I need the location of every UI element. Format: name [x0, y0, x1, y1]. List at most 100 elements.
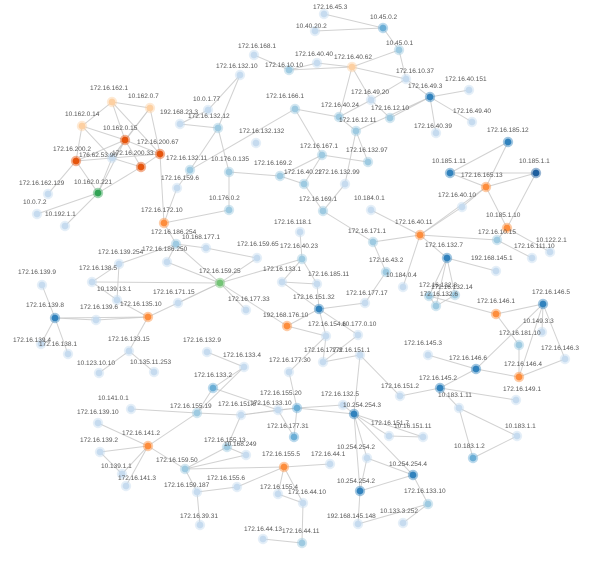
- graph-node[interactable]: [235, 409, 247, 421]
- graph-node[interactable]: [35, 338, 47, 350]
- graph-node[interactable]: [397, 517, 409, 529]
- graph-node[interactable]: [502, 136, 514, 148]
- graph-node[interactable]: [212, 122, 224, 134]
- graph-node[interactable]: [441, 252, 453, 264]
- graph-node[interactable]: [144, 102, 156, 114]
- graph-node[interactable]: [311, 57, 323, 69]
- graph-node[interactable]: [463, 84, 475, 96]
- graph-node[interactable]: [148, 366, 160, 378]
- graph-node[interactable]: [444, 167, 456, 179]
- graph-node[interactable]: [384, 112, 396, 124]
- graph-node[interactable]: [526, 252, 538, 264]
- graph-node[interactable]: [317, 356, 329, 368]
- graph-node[interactable]: [354, 349, 366, 361]
- graph-node[interactable]: [184, 164, 196, 176]
- graph-node[interactable]: [94, 446, 106, 458]
- graph-node[interactable]: [59, 220, 71, 232]
- graph-node[interactable]: [313, 303, 325, 315]
- graph-node[interactable]: [31, 208, 43, 220]
- graph-node[interactable]: [501, 222, 513, 234]
- graph-node[interactable]: [251, 252, 263, 264]
- graph-node[interactable]: [456, 201, 468, 213]
- graph-node[interactable]: [367, 236, 379, 248]
- graph-node[interactable]: [309, 25, 321, 37]
- graph-node[interactable]: [174, 118, 186, 130]
- graph-node[interactable]: [348, 408, 360, 420]
- graph-node[interactable]: [449, 289, 461, 301]
- graph-node[interactable]: [361, 452, 373, 464]
- graph-node[interactable]: [316, 149, 328, 161]
- graph-node[interactable]: [430, 127, 442, 139]
- graph-node[interactable]: [491, 234, 503, 246]
- graph-node[interactable]: [36, 279, 48, 291]
- graph-node[interactable]: [417, 431, 429, 443]
- graph-node[interactable]: [42, 188, 54, 200]
- graph-node[interactable]: [480, 181, 492, 193]
- graph-node[interactable]: [466, 116, 478, 128]
- graph-node[interactable]: [559, 353, 571, 365]
- graph-node[interactable]: [297, 497, 309, 509]
- graph-node[interactable]: [283, 64, 295, 76]
- graph-node[interactable]: [536, 326, 548, 338]
- graph-node[interactable]: [318, 8, 330, 20]
- graph-node[interactable]: [467, 452, 479, 464]
- graph-node[interactable]: [453, 402, 465, 414]
- graph-node[interactable]: [158, 217, 170, 229]
- graph-node[interactable]: [324, 458, 336, 470]
- graph-node[interactable]: [289, 103, 301, 115]
- graph-node[interactable]: [116, 468, 128, 480]
- graph-node[interactable]: [119, 134, 131, 146]
- graph-node[interactable]: [281, 320, 293, 332]
- graph-node[interactable]: [92, 187, 104, 199]
- graph-node[interactable]: [272, 488, 284, 500]
- graph-node[interactable]: [339, 178, 351, 190]
- graph-node[interactable]: [359, 297, 371, 309]
- graph-node[interactable]: [537, 298, 549, 310]
- graph-node[interactable]: [274, 170, 286, 182]
- graph-node[interactable]: [352, 329, 364, 341]
- graph-node[interactable]: [380, 266, 392, 278]
- graph-node[interactable]: [250, 137, 262, 149]
- graph-node[interactable]: [125, 403, 137, 415]
- graph-node[interactable]: [223, 166, 235, 178]
- graph-node[interactable]: [510, 394, 522, 406]
- graph-node[interactable]: [400, 73, 412, 85]
- graph-node[interactable]: [317, 205, 329, 217]
- graph-node[interactable]: [201, 346, 213, 358]
- graph-node[interactable]: [194, 519, 206, 531]
- graph-node[interactable]: [311, 278, 323, 290]
- graph-node[interactable]: [511, 430, 523, 442]
- graph-node[interactable]: [377, 22, 389, 34]
- graph-node[interactable]: [171, 182, 183, 194]
- graph-node[interactable]: [424, 91, 436, 103]
- graph-node[interactable]: [191, 486, 203, 498]
- graph-node[interactable]: [113, 258, 125, 270]
- graph-node[interactable]: [530, 167, 542, 179]
- graph-node[interactable]: [179, 463, 191, 475]
- graph-node[interactable]: [365, 204, 377, 216]
- graph-node[interactable]: [207, 382, 219, 394]
- graph-node[interactable]: [490, 308, 502, 320]
- graph-node[interactable]: [393, 44, 405, 56]
- graph-node[interactable]: [298, 178, 310, 190]
- graph-node[interactable]: [142, 311, 154, 323]
- graph-node[interactable]: [62, 348, 74, 360]
- graph-node[interactable]: [200, 242, 212, 254]
- graph-node[interactable]: [294, 226, 306, 238]
- graph-node[interactable]: [407, 469, 419, 481]
- graph-node[interactable]: [70, 155, 82, 167]
- graph-node[interactable]: [288, 431, 300, 443]
- graph-node[interactable]: [257, 533, 269, 545]
- graph-node[interactable]: [202, 104, 214, 116]
- graph-node[interactable]: [354, 485, 366, 497]
- graph-node[interactable]: [296, 537, 308, 549]
- graph-node[interactable]: [434, 382, 446, 394]
- graph-node[interactable]: [240, 304, 252, 316]
- graph-node[interactable]: [92, 417, 104, 429]
- graph-node[interactable]: [362, 156, 374, 168]
- graph-node[interactable]: [513, 371, 525, 383]
- graph-node[interactable]: [394, 390, 406, 402]
- graph-node[interactable]: [49, 312, 61, 324]
- graph-node[interactable]: [191, 407, 203, 419]
- graph-node[interactable]: [170, 238, 182, 250]
